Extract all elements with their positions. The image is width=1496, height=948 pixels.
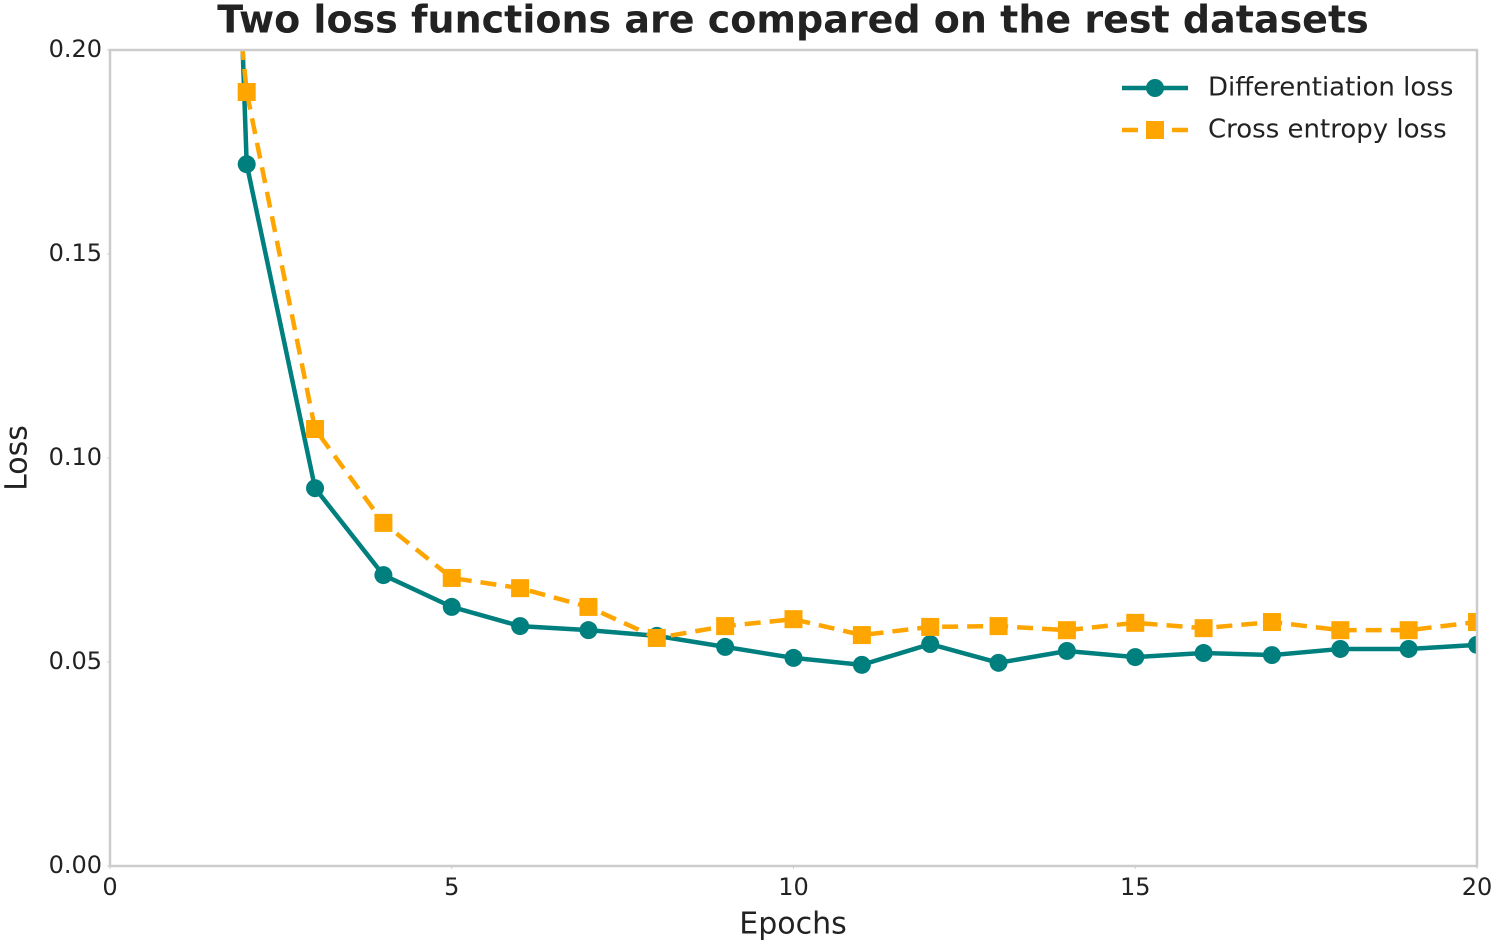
y-tick-label: 0.10 — [49, 443, 102, 471]
marker — [716, 637, 735, 656]
marker — [1468, 635, 1477, 654]
y-tick-label: 0.05 — [49, 647, 102, 675]
x-tick-label: 10 — [778, 873, 809, 901]
y-tick-label: 0.15 — [49, 239, 102, 267]
marker — [237, 83, 256, 102]
marker — [1194, 619, 1213, 638]
marker — [1262, 613, 1281, 632]
marker — [1126, 648, 1145, 667]
marker — [1331, 621, 1350, 640]
legend-label: Differentiation loss — [1208, 73, 1453, 103]
x-axis-title: Epochs — [739, 907, 847, 942]
y-tick-label: 0.20 — [49, 35, 102, 63]
marker — [579, 597, 598, 616]
marker — [1262, 646, 1281, 665]
marker — [852, 655, 871, 674]
marker — [1126, 613, 1145, 632]
marker — [306, 420, 325, 439]
marker — [511, 579, 530, 598]
plot-area — [237, 50, 1477, 674]
chart-title: Two loss functions are compared on the r… — [217, 0, 1369, 42]
marker — [989, 653, 1008, 672]
marker — [1146, 79, 1164, 97]
marker — [306, 479, 325, 498]
marker — [1331, 639, 1350, 658]
marker — [442, 568, 461, 587]
plot-frame — [108, 48, 1479, 868]
x-tick-label: 15 — [1120, 873, 1151, 901]
marker — [716, 617, 735, 636]
marker — [1399, 621, 1418, 640]
marker — [579, 621, 598, 640]
legend-label: Cross entropy loss — [1208, 115, 1447, 145]
marker — [374, 566, 393, 585]
marker — [1146, 121, 1164, 139]
y-tick-label: 0.00 — [49, 851, 102, 879]
x-tick-label: 5 — [444, 873, 459, 901]
marker — [1468, 613, 1477, 632]
marker — [784, 610, 803, 629]
x-tick-label: 20 — [1462, 873, 1493, 901]
x-tick-label: 0 — [102, 873, 117, 901]
marker — [237, 155, 256, 174]
marker — [921, 635, 940, 654]
marker — [1194, 644, 1213, 663]
marker — [989, 617, 1008, 636]
marker — [1399, 639, 1418, 658]
marker — [921, 617, 940, 636]
marker — [647, 628, 666, 647]
marker — [511, 617, 530, 636]
marker — [374, 513, 393, 532]
marker — [784, 648, 803, 667]
marker — [442, 597, 461, 616]
y-axis-title: Loss — [0, 425, 35, 491]
marker — [1057, 641, 1076, 660]
marker — [852, 626, 871, 645]
series-line — [240, 50, 1477, 641]
marker — [1057, 621, 1076, 640]
series-line — [240, 50, 1477, 668]
